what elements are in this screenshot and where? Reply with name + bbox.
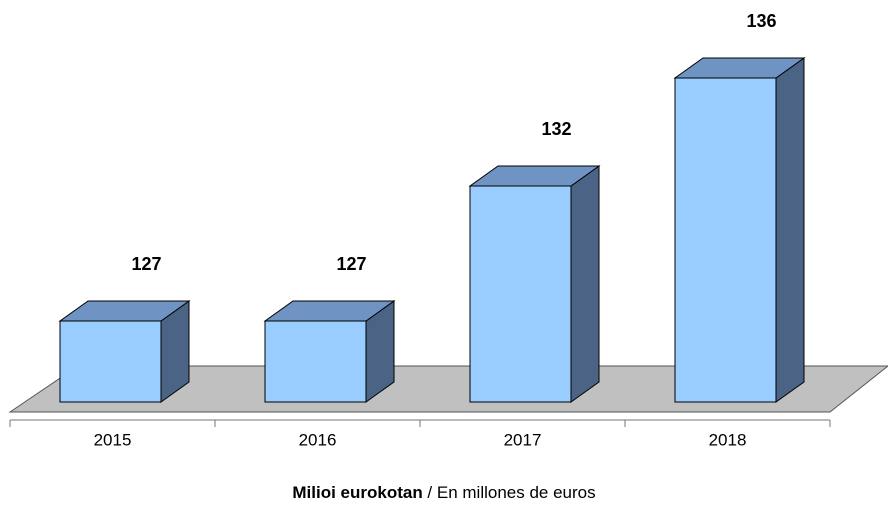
bar: [263, 300, 396, 403]
bar-top: [58, 300, 191, 322]
footer-text: / En millones de euros: [423, 483, 596, 502]
bar-front: [264, 320, 367, 403]
bar-top: [263, 300, 396, 322]
x-tick-label: 2016: [299, 430, 337, 449]
footer: Milioi eurokotan / En millones de euros: [292, 483, 595, 502]
bar-front: [469, 185, 572, 403]
bar: [58, 300, 191, 403]
bar: [468, 165, 601, 403]
bar-front: [59, 320, 162, 403]
value-label: 127: [131, 254, 161, 274]
floor: [8, 365, 888, 413]
bar-top: [468, 165, 601, 187]
x-tick-label: 2018: [709, 430, 747, 449]
value-label: 127: [336, 254, 366, 274]
bar-front: [674, 77, 777, 403]
x-tick-label: 2017: [504, 430, 542, 449]
value-label: 132: [541, 119, 571, 139]
bar-side: [570, 165, 600, 403]
bar-top: [673, 57, 806, 79]
bar-side: [775, 57, 805, 403]
x-tick-label: 2015: [94, 430, 132, 449]
value-label: 136: [746, 11, 776, 31]
footer-bold: Milioi eurokotan: [292, 483, 422, 502]
bar: [673, 57, 806, 403]
